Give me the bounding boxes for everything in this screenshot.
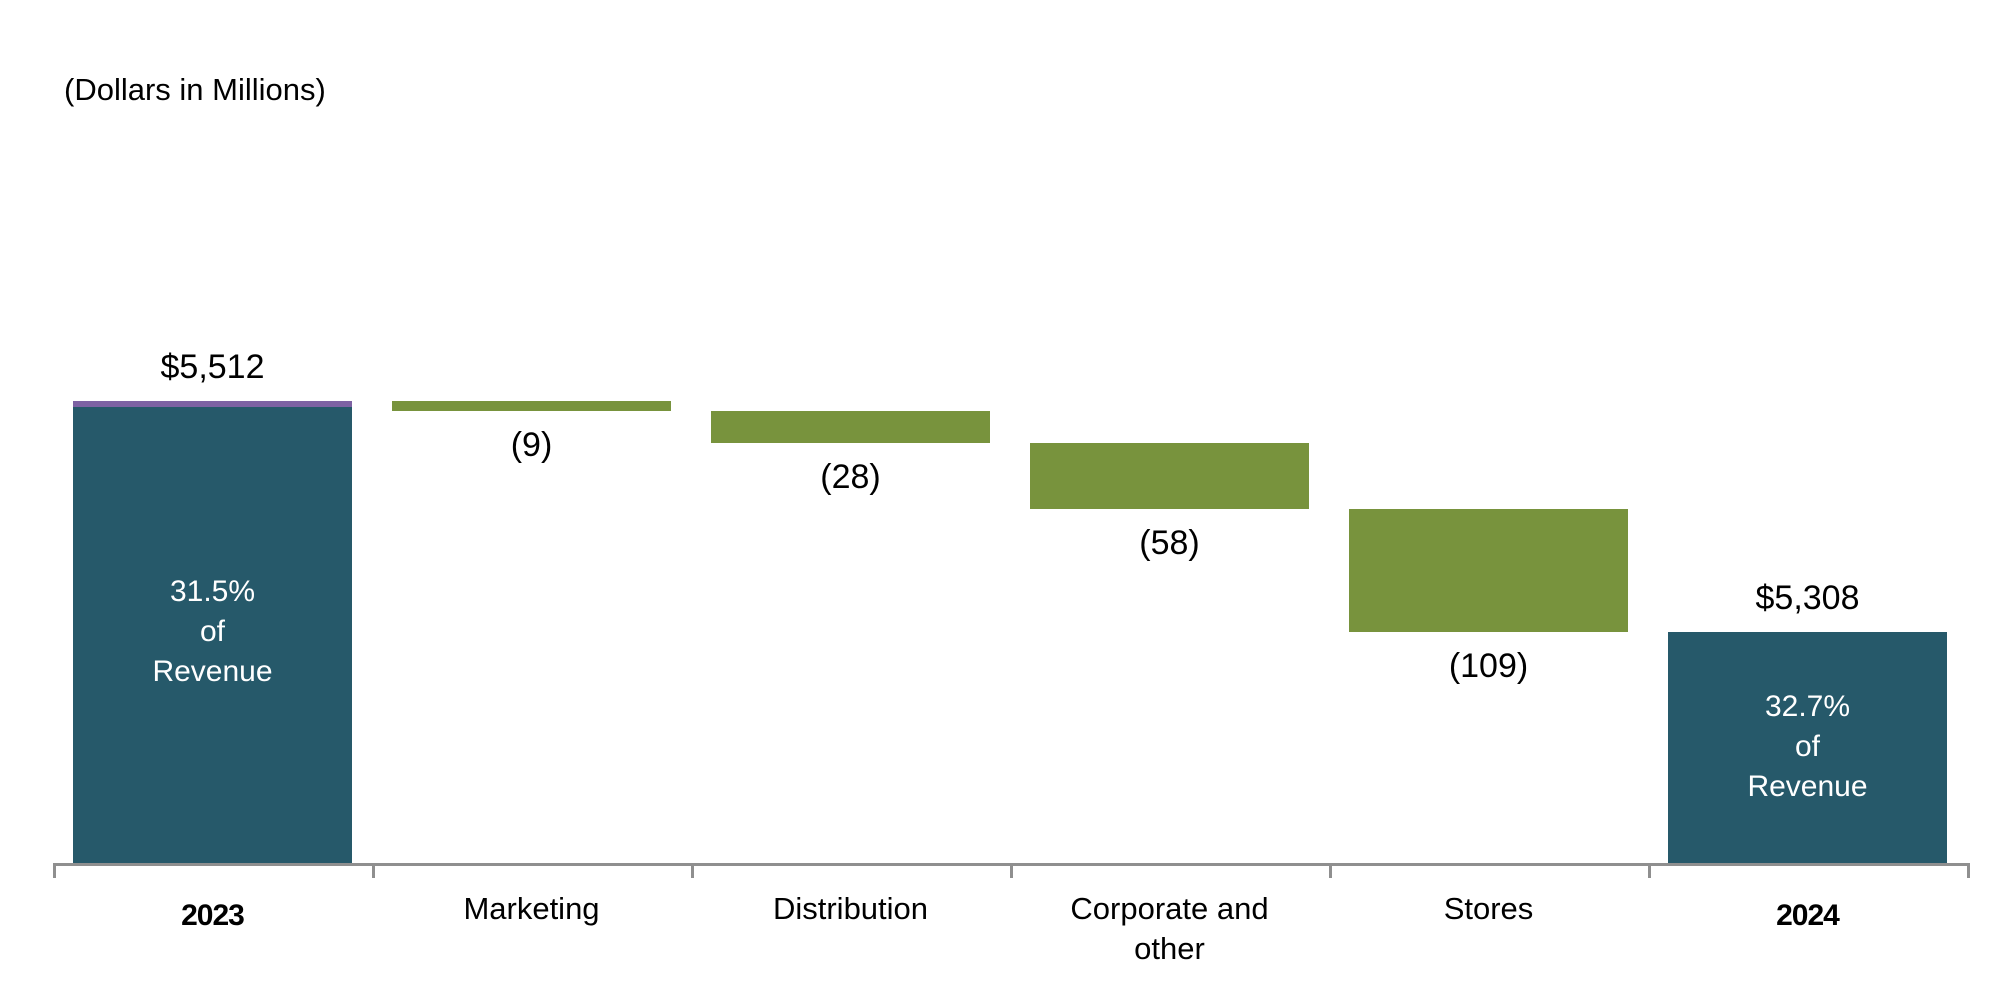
- bar-inside-label-2023: 31.5% of Revenue: [152, 574, 273, 688]
- bar-marketing: [392, 400, 671, 412]
- category-label-marketing: Marketing: [463, 891, 600, 926]
- x-axis-tick: [372, 863, 375, 878]
- category-label-stores: Stores: [1443, 891, 1534, 926]
- x-axis-tick: [1010, 863, 1013, 878]
- category-label-corporate-and-other: Corporate and other: [1070, 891, 1269, 966]
- value-label-2023: $5,512: [160, 347, 265, 386]
- x-axis-tick: [1329, 863, 1332, 878]
- bar-stores: [1349, 508, 1628, 632]
- bar-corporate-and-other: [1030, 442, 1309, 509]
- x-axis-tick: [53, 863, 56, 878]
- value-label-marketing: (9): [510, 426, 553, 465]
- bar-inside-label-2024: 32.7% of Revenue: [1747, 690, 1868, 804]
- category-label-distribution: Distribution: [772, 891, 929, 926]
- chart-units-label: (Dollars in Millions): [64, 72, 326, 107]
- bar-cap-2023: [73, 400, 352, 407]
- category-label-2023: 2023: [181, 899, 245, 932]
- x-axis-tick: [1967, 863, 1970, 878]
- bar-2023: 31.5% of Revenue: [73, 400, 352, 863]
- bar-distribution: [711, 411, 990, 443]
- x-axis-tick: [1648, 863, 1651, 878]
- value-label-corporate-and-other: (58): [1139, 523, 1200, 562]
- value-label-distribution: (28): [820, 457, 881, 496]
- x-axis-tick: [691, 863, 694, 878]
- value-label-2024: $5,308: [1755, 578, 1860, 617]
- bar-2024: 32.7% of Revenue: [1668, 631, 1947, 863]
- category-label-2024: 2024: [1776, 899, 1840, 932]
- value-label-stores: (109): [1448, 646, 1529, 685]
